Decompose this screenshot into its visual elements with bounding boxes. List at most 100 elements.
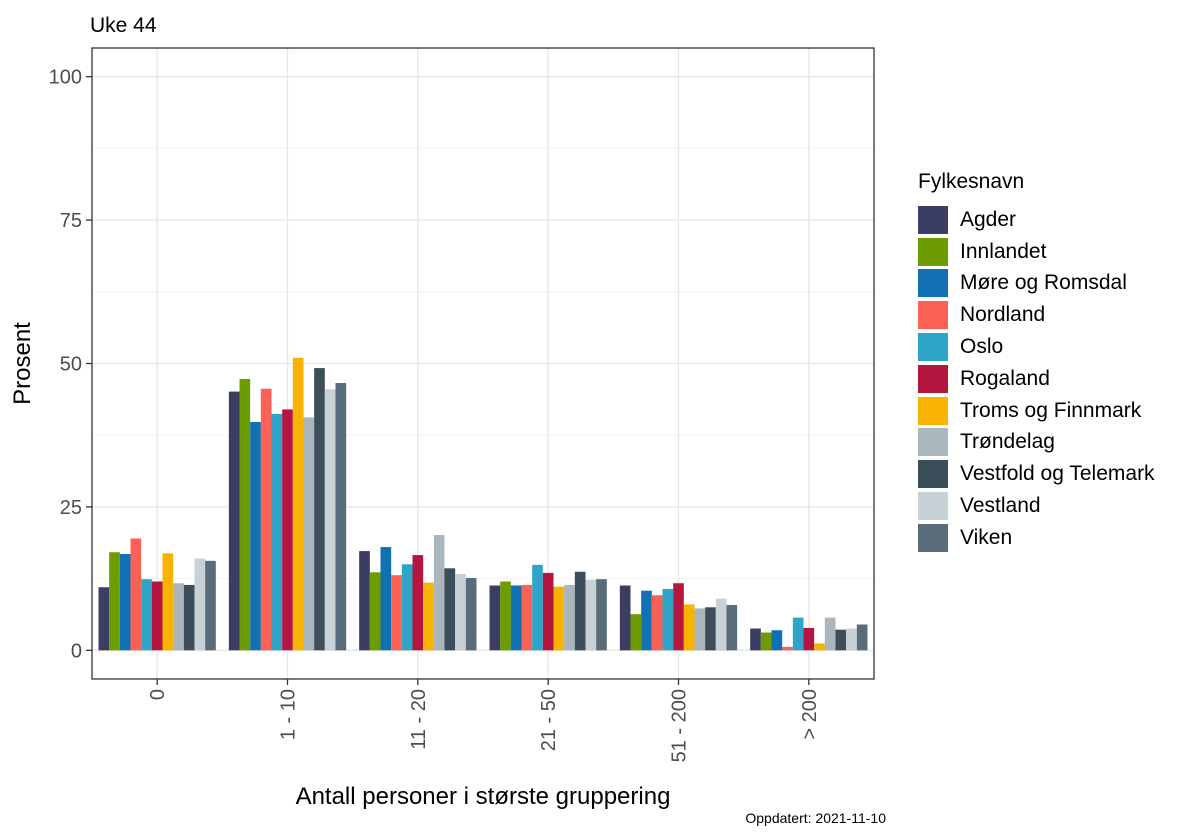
bar — [162, 553, 174, 651]
legend-label: Vestfold og Telemark — [960, 462, 1155, 486]
legend-items: Agder Innlandet Møre og Romsdal Nordland Osl… — [918, 204, 1155, 554]
bar — [130, 538, 142, 651]
bar — [532, 564, 543, 651]
bar — [662, 588, 674, 651]
legend-swatch — [918, 205, 948, 234]
bar — [239, 378, 251, 651]
bar — [98, 587, 110, 651]
bar — [683, 604, 695, 651]
bar — [412, 555, 424, 651]
legend-item: Innlandet — [918, 236, 1155, 268]
bar — [705, 607, 716, 651]
bar — [760, 632, 772, 651]
bar — [521, 584, 533, 651]
legend-swatch — [918, 396, 948, 425]
bar — [500, 581, 511, 651]
bar — [510, 585, 522, 651]
bar — [564, 584, 575, 651]
y-tick-label: 25 — [60, 497, 82, 519]
bar — [433, 535, 445, 651]
y-tick-label: 50 — [60, 354, 82, 376]
bar — [596, 579, 607, 651]
bar — [824, 617, 836, 651]
x-tick-label: 1 - 10 — [278, 689, 300, 740]
bar — [151, 581, 163, 651]
bar — [489, 585, 501, 651]
bar — [260, 388, 272, 651]
legend-swatch — [918, 364, 948, 393]
legend-item: Viken — [918, 522, 1155, 554]
bar — [423, 582, 434, 651]
legend-label: Agder — [960, 207, 1017, 231]
bar — [401, 564, 413, 651]
legend-label: Viken — [960, 525, 1013, 549]
legend-swatch — [918, 523, 948, 552]
bar — [141, 579, 152, 651]
legend-item: Rogaland — [918, 363, 1155, 395]
bar — [574, 571, 586, 651]
bar — [803, 627, 815, 651]
bar — [173, 583, 184, 651]
bar — [109, 552, 120, 651]
bar — [271, 413, 283, 651]
bar — [553, 586, 565, 651]
bar — [715, 598, 727, 651]
legend-label: Oslo — [960, 335, 1004, 359]
bar — [335, 383, 347, 651]
footnote: Oppdatert: 2021-11-10 — [745, 810, 886, 826]
legend-item: Vestland — [918, 490, 1155, 522]
y-tick-label: 75 — [60, 210, 82, 232]
legend-swatch — [918, 333, 948, 362]
bar — [303, 417, 315, 651]
legend-item: Nordland — [918, 299, 1155, 331]
bar — [835, 629, 847, 651]
legend-swatch — [918, 460, 948, 489]
legend-item: Oslo — [918, 331, 1155, 363]
legend-label: Møre og Romsdal — [960, 271, 1127, 295]
legend-title: Fylkesnavn — [918, 170, 1025, 193]
bar — [771, 630, 783, 651]
y-tick-label: 100 — [49, 67, 82, 89]
bar — [630, 614, 642, 651]
bar — [324, 389, 336, 651]
bar — [391, 575, 402, 651]
legend-label: Rogaland — [960, 366, 1050, 390]
bar — [314, 368, 325, 651]
legend-swatch — [918, 237, 948, 266]
bar — [444, 568, 456, 651]
bar — [119, 553, 131, 651]
bar — [380, 547, 392, 651]
panel-border — [91, 47, 875, 680]
bar — [846, 628, 857, 651]
x-axis-title: Antall personer i største gruppering — [296, 783, 671, 810]
legend-label: Nordland — [960, 303, 1046, 327]
legend-item: Agder — [918, 204, 1155, 236]
x-tick-label: 0 — [147, 689, 169, 700]
bar — [619, 585, 631, 651]
bar — [194, 558, 206, 651]
bar — [585, 579, 597, 651]
x-tick-label: 51 - 200 — [669, 689, 691, 762]
legend-swatch — [918, 269, 948, 298]
bar — [465, 578, 477, 651]
y-tick-label: 0 — [71, 640, 82, 662]
bar — [228, 391, 240, 651]
y-axis-title: Prosent — [9, 322, 36, 405]
legend-label: Trøndelag — [960, 430, 1055, 454]
bar — [694, 608, 706, 651]
bar — [359, 551, 370, 651]
legend-item: Trøndelag — [918, 427, 1155, 459]
legend-item: Vestfold og Telemark — [918, 458, 1155, 490]
bar — [856, 624, 868, 651]
bar — [673, 583, 684, 651]
bar — [250, 422, 261, 651]
bar — [641, 590, 652, 651]
bar — [750, 628, 761, 651]
bar — [205, 560, 216, 651]
legend-label: Troms og Finnmark — [960, 398, 1142, 422]
bar — [726, 605, 738, 651]
bar — [651, 595, 663, 651]
bar — [292, 357, 304, 651]
